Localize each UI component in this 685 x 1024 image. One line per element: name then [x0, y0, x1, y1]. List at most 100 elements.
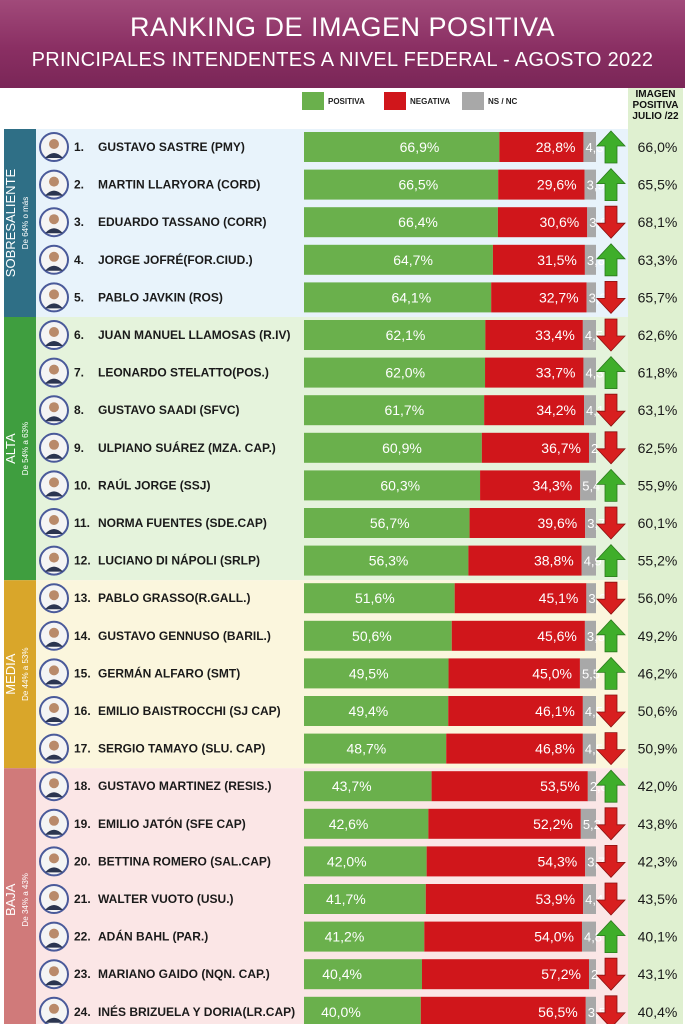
- bar-positive-4: [304, 244, 493, 275]
- avatar-body-3: [45, 228, 63, 234]
- name-13: PABLO GRASSO(R.GALL.): [98, 591, 250, 605]
- avatar-body-11: [45, 529, 63, 534]
- name-10: RAÚL JORGE (SSJ): [98, 477, 210, 492]
- bar-nsnc-3: [587, 207, 596, 238]
- avatar-body-6: [45, 341, 63, 346]
- name-14: GUSTAVO GENNUSO (BARIL.): [98, 629, 271, 643]
- bar-positive-15: [304, 658, 449, 689]
- bar-nsnc-20: [585, 846, 596, 877]
- arrow-up-icon-14: [596, 619, 626, 653]
- bar-positive-9: [304, 432, 482, 463]
- group-band-4: [4, 768, 36, 1024]
- group-range-4: De 34% a 43%: [21, 873, 30, 926]
- avatar-head-23: [49, 966, 59, 977]
- bar-positive-13: [304, 583, 455, 614]
- previous-value-12: 55,2%: [638, 553, 678, 569]
- arrow-down-icon-20: [596, 845, 626, 878]
- label-positive-2: 66,5%: [398, 177, 438, 193]
- bar-positive-20: [304, 846, 427, 877]
- rank-10: 10.: [74, 478, 91, 492]
- group-name-1: SOBRESALIENTE: [3, 168, 18, 277]
- label-negative-23: 57,2%: [541, 966, 581, 982]
- label-negative-15: 45,0%: [532, 665, 572, 681]
- bar-positive-22: [304, 921, 425, 952]
- bar-nsnc-12: [581, 545, 596, 576]
- label-negative-4: 31,5%: [537, 252, 577, 268]
- rank-3: 3.: [74, 215, 84, 229]
- label-positive-5: 64,1%: [391, 289, 431, 305]
- bar-nsnc-17: [582, 733, 596, 764]
- bar-negative-3: [497, 207, 588, 238]
- rank-16: 16.: [74, 704, 91, 718]
- bar-nsnc-13: [586, 583, 596, 614]
- label-nsnc-12: 4,9: [584, 554, 602, 569]
- bar-positive-11: [304, 508, 470, 538]
- label-negative-9: 36,7%: [541, 440, 581, 456]
- arrow-down-icon-6: [596, 318, 626, 352]
- group-band-2: [4, 317, 36, 581]
- name-7: LEONARDO STELATTO(POS.): [98, 366, 269, 380]
- bar-nsnc-14: [584, 620, 596, 651]
- avatar-body-16: [45, 717, 63, 722]
- label-negative-13: 45,1%: [539, 590, 579, 606]
- previous-value-8: 63,1%: [638, 402, 678, 418]
- previous-value-11: 60,1%: [638, 515, 678, 531]
- avatar-head-14: [49, 627, 59, 638]
- bar-negative-11: [469, 508, 586, 538]
- bar-nsnc-9: [588, 432, 596, 463]
- previous-value-19: 43,8%: [638, 816, 678, 832]
- arrow-down-icon-23: [596, 957, 626, 991]
- arrow-down-icon-19: [596, 807, 626, 841]
- legend-label-2: NEGATIVA: [410, 97, 450, 106]
- name-21: WALTER VUOTO (USU.): [98, 892, 234, 906]
- previous-value-24: 40,4%: [638, 1004, 678, 1020]
- arrow-down-icon-5: [596, 281, 626, 314]
- bar-nsnc-18: [587, 771, 596, 802]
- previous-value-10: 55,9%: [638, 477, 678, 493]
- bar-nsnc-19: [580, 808, 596, 839]
- label-negative-3: 30,6%: [540, 214, 580, 230]
- avatar-body-18: [45, 792, 63, 798]
- avatar-body-10: [45, 491, 63, 497]
- avatar-body-13: [45, 604, 63, 610]
- name-23: MARIANO GAIDO (NQN. CAP.): [98, 967, 270, 981]
- previous-value-1: 66,0%: [638, 139, 678, 155]
- avatar-body-7: [45, 378, 63, 384]
- bar-positive-23: [304, 959, 422, 990]
- bar-positive-3: [304, 207, 498, 238]
- avatar-head-13: [49, 590, 59, 601]
- rank-18: 18.: [74, 779, 91, 793]
- label-negative-12: 38,8%: [534, 553, 574, 569]
- avatar-head-1: [49, 139, 59, 149]
- label-negative-24: 56,5%: [538, 1004, 578, 1020]
- label-nsnc-21: 4,4: [585, 892, 603, 907]
- arrow-up-icon-7: [596, 356, 626, 389]
- label-positive-18: 43,7%: [332, 778, 372, 794]
- bar-nsnc-10: [580, 470, 596, 501]
- avatar-body-2: [45, 190, 63, 196]
- rank-24: 24.: [74, 1005, 91, 1019]
- bar-nsnc-23: [588, 959, 596, 990]
- rank-1: 1.: [74, 140, 84, 154]
- bar-nsnc-5: [586, 282, 596, 313]
- bar-positive-17: [304, 733, 447, 764]
- label-negative-18: 53,5%: [540, 778, 580, 794]
- avatar-body-8: [45, 416, 63, 422]
- label-nsnc-22: 4,8: [584, 930, 602, 945]
- label-positive-4: 64,7%: [393, 252, 433, 268]
- chart-subtitle: PRINCIPALES INTENDENTES A NIVEL FEDERAL …: [31, 49, 654, 71]
- name-2: MARTIN LLARYORA (CORD): [98, 178, 260, 192]
- group-range-2: De 54% a 63%: [21, 422, 30, 475]
- bar-negative-8: [484, 395, 585, 426]
- previous-header-line-3: JULIO /22: [632, 111, 679, 122]
- label-negative-17: 46,8%: [535, 741, 575, 757]
- bar-nsnc-7: [583, 357, 596, 388]
- name-24: INÉS BRIZUELA Y DORIA(LR.CAP): [98, 1004, 295, 1019]
- avatar-head-8: [49, 402, 59, 413]
- previous-value-7: 61,8%: [638, 365, 678, 381]
- label-positive-9: 60,9%: [382, 440, 422, 456]
- bar-negative-6: [485, 320, 583, 350]
- avatar-head-5: [49, 289, 59, 300]
- bar-negative-22: [424, 921, 582, 952]
- bar-negative-19: [428, 808, 581, 839]
